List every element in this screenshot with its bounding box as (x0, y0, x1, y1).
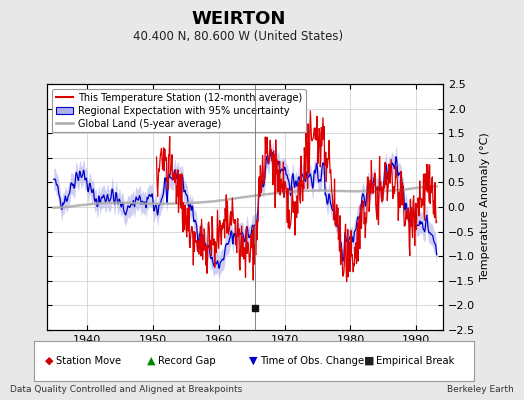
Text: ◆: ◆ (45, 356, 53, 366)
Text: ▲: ▲ (147, 356, 155, 366)
Text: Data Quality Controlled and Aligned at Breakpoints: Data Quality Controlled and Aligned at B… (10, 385, 243, 394)
Text: 40.400 N, 80.600 W (United States): 40.400 N, 80.600 W (United States) (133, 30, 344, 43)
Text: Station Move: Station Move (56, 356, 121, 366)
Text: WEIRTON: WEIRTON (191, 10, 286, 28)
Text: Time of Obs. Change: Time of Obs. Change (260, 356, 365, 366)
Y-axis label: Temperature Anomaly (°C): Temperature Anomaly (°C) (481, 133, 490, 281)
Text: Record Gap: Record Gap (158, 356, 216, 366)
Text: ▼: ▼ (249, 356, 257, 366)
Text: Berkeley Earth: Berkeley Earth (447, 385, 514, 394)
Text: ■: ■ (364, 356, 375, 366)
Text: Empirical Break: Empirical Break (376, 356, 454, 366)
Legend: This Temperature Station (12-month average), Regional Expectation with 95% uncer: This Temperature Station (12-month avera… (52, 89, 307, 132)
